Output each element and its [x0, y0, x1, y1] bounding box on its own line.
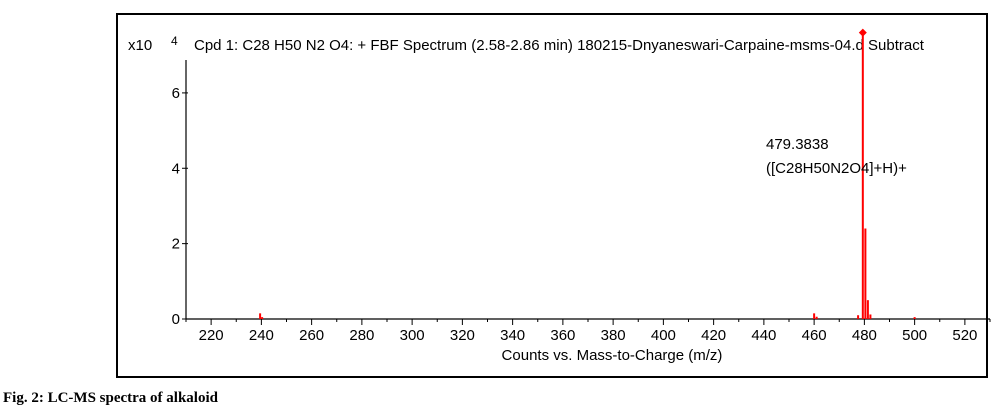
y-tick-label: 6	[172, 85, 180, 102]
x-tick-label: 440	[751, 327, 776, 344]
chart-title: Cpd 1: C28 H50 N2 O4: + FBF Spectrum (2.…	[194, 37, 925, 54]
plot-area: 0 2 4 6 220 240 260 280 300 320 340 360 380 400 420 440…	[172, 28, 991, 344]
x-tick-label: 480	[852, 327, 877, 344]
y-tick-label: 2	[172, 236, 180, 253]
y-tick-label: 4	[172, 160, 180, 177]
peak-formula-label: ([C28H50N2O4]+H)+	[766, 160, 907, 177]
x-axis-label: Counts vs. Mass-to-Charge (m/z)	[502, 347, 723, 364]
x-tick-label: 400	[651, 327, 676, 344]
y-multiplier-label: x10	[128, 37, 152, 54]
figure-caption: Fig. 2: LC-MS spectra of alkaloid	[3, 390, 218, 406]
x-tick-label: 460	[802, 327, 827, 344]
x-tick-label: 220	[199, 327, 224, 344]
x-tick-label: 260	[299, 327, 324, 344]
x-tick-label: 500	[902, 327, 927, 344]
x-tick-label: 300	[400, 327, 425, 344]
x-tick-label: 340	[500, 327, 525, 344]
x-tick-label: 280	[349, 327, 374, 344]
y-multiplier-exponent: 4	[171, 34, 178, 48]
x-tick-label: 420	[701, 327, 726, 344]
x-tick-label: 360	[550, 327, 575, 344]
x-tick-label: 240	[249, 327, 274, 344]
peak-mass-label: 479.3838	[766, 136, 829, 153]
peak-marker	[858, 28, 867, 37]
chart-frame	[116, 13, 988, 378]
x-tick-label: 520	[952, 327, 977, 344]
x-tick-label: 380	[601, 327, 626, 344]
y-tick-label: 0	[172, 311, 180, 328]
x-tick-label: 320	[450, 327, 475, 344]
